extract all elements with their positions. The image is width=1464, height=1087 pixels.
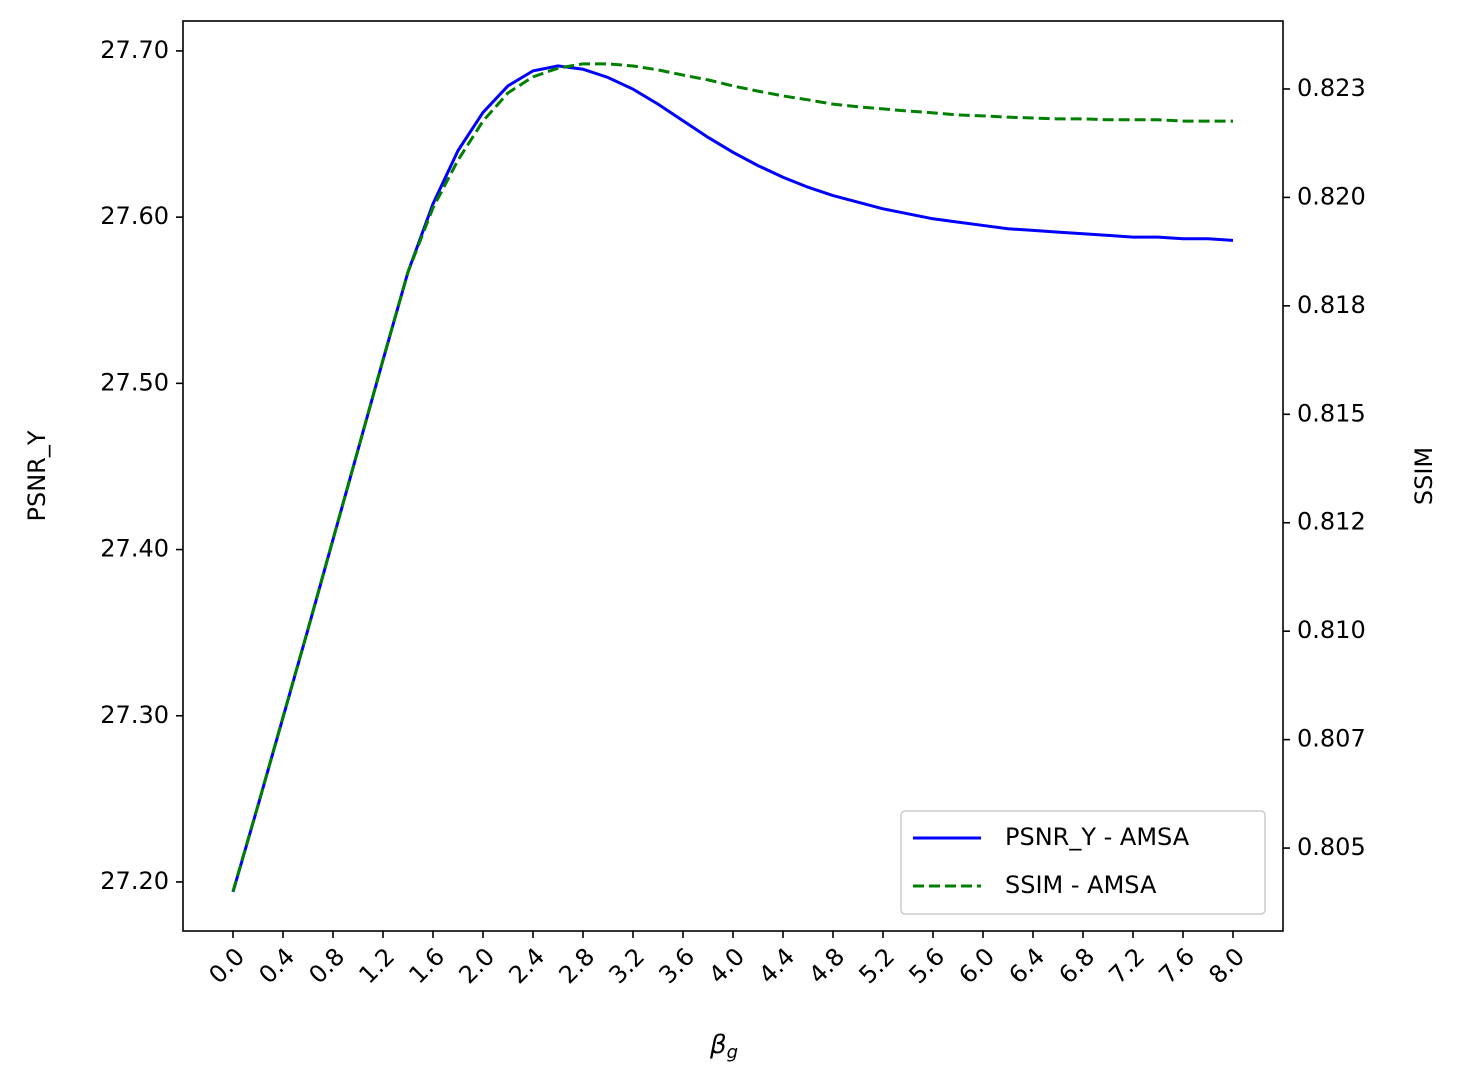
x-label-subscript: g: [727, 1042, 738, 1063]
x-tick-label: 4.8: [803, 942, 850, 989]
y2-tick-label: 0.810: [1297, 616, 1366, 644]
x-tick-label: 3.6: [653, 942, 700, 989]
y-tick-label: 27.50: [100, 368, 169, 396]
y2-tick-label: 0.818: [1297, 291, 1366, 319]
x-tick-label: 0.4: [253, 942, 300, 989]
x-label-symbol: β: [709, 1030, 727, 1060]
x-tick-label: 8.0: [1203, 942, 1250, 989]
x-tick-label: 4.0: [703, 942, 750, 989]
x-tick-label: 6.8: [1053, 942, 1100, 989]
x-tick-label: 6.4: [1003, 942, 1050, 989]
y-tick-label: 27.70: [100, 36, 169, 64]
x-tick-label: 0.8: [303, 942, 350, 989]
x-tick-label: 2.0: [453, 942, 500, 989]
data-line: [231, 64, 1234, 893]
x-tick-label: 2.8: [553, 942, 600, 989]
y-tick-label: 27.60: [100, 202, 169, 230]
legend-box: [900, 810, 1266, 915]
plot-frame: [182, 20, 1284, 932]
y2-tick-label: 0.820: [1297, 182, 1366, 210]
x-tick-label: 3.2: [603, 942, 650, 989]
y2-tick-label: 0.823: [1297, 74, 1366, 102]
y2-axis-label: SSIM: [1410, 447, 1438, 505]
y2-tick-label: 0.812: [1297, 508, 1366, 536]
x-tick-label: 6.0: [953, 942, 1000, 989]
x-tick-label: 7.2: [1103, 942, 1150, 989]
y-axis-label: PSNR_Y: [23, 430, 51, 521]
y-tick-label: 27.20: [100, 867, 169, 895]
x-tick-label: 5.2: [853, 942, 900, 989]
data-line: [231, 62, 1233, 892]
legend-label: SSIM - AMSA: [1005, 871, 1157, 899]
y-tick-label: 27.30: [100, 701, 169, 729]
x-axis-label: βg: [709, 1030, 738, 1064]
x-tick-label: 1.2: [353, 942, 400, 989]
x-tick-label: 4.4: [753, 942, 800, 989]
x-tick-label: 1.6: [403, 942, 450, 989]
x-tick-label: 5.6: [903, 942, 950, 989]
y2-tick-label: 0.805: [1297, 833, 1366, 861]
x-tick-label: 2.4: [503, 942, 550, 989]
x-tick-label: 7.6: [1153, 942, 1200, 989]
legend-label: PSNR_Y - AMSA: [1005, 823, 1190, 851]
y-tick-label: 27.40: [100, 535, 169, 563]
x-tick-label: 0.0: [203, 942, 250, 989]
y2-tick-label: 0.815: [1297, 399, 1366, 427]
y2-tick-label: 0.807: [1297, 725, 1366, 753]
